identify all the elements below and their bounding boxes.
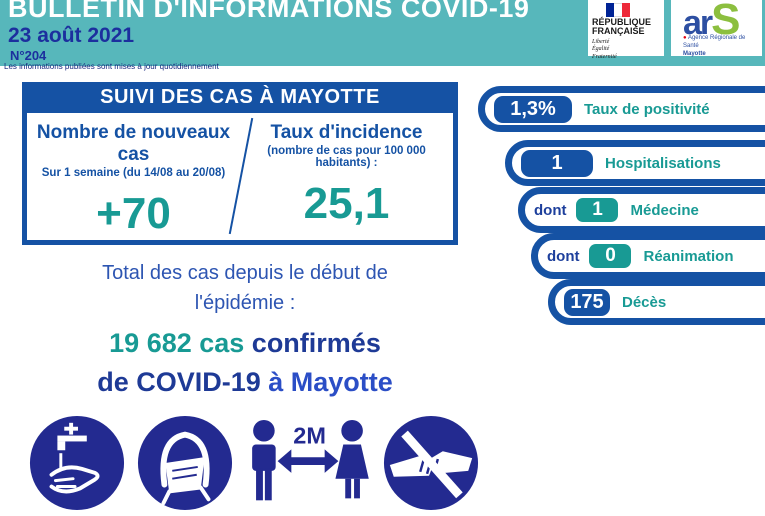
page-title: BULLETIN D'INFORMATIONS COVID-19 <box>8 0 530 23</box>
republique-line1: RÉPUBLIQUE <box>592 17 652 27</box>
bulletin-issue-number: N°204 <box>10 48 47 63</box>
republique-francaise-logo: RÉPUBLIQUE FRANÇAISE Liberté Égalité Fra… <box>588 0 664 60</box>
motto-fraternite: Fraternité <box>592 53 617 60</box>
total-cases-confirmed: confirmés <box>244 328 381 358</box>
reanimation-value: 0 <box>589 244 632 268</box>
medecine-value: 1 <box>576 198 619 222</box>
incidence-value: 25,1 <box>303 179 390 228</box>
prevention-icons-row: 2M <box>28 414 480 516</box>
new-cases-value: +70 <box>96 189 171 238</box>
ars-dot-icon: ● <box>683 35 687 42</box>
total-intro-text: Total des cas depuis le début de l'épidé… <box>30 258 460 318</box>
physical-distance-icon: 2M <box>252 419 369 501</box>
republique-motto: Liberté Égalité Fraternité <box>592 39 660 62</box>
ars-logo: arS ● Agence Régionale de Santé Mayotte <box>671 0 762 57</box>
positivity-value: 1,3% <box>494 95 572 123</box>
ars-region-name: Mayotte <box>683 50 706 57</box>
bulletin-date: 23 août 2021 <box>8 24 135 47</box>
stat-pill-positivity: 1,3% Taux de positivité <box>478 86 765 132</box>
card-title: SUIVI DES CAS À MAYOTTE <box>22 82 458 113</box>
incidence-column: Taux d'incidence (nombre de cas pour 100… <box>240 113 453 240</box>
total-cases-block: Total des cas depuis le début de l'épidé… <box>30 258 460 402</box>
new-cases-period: Sur 1 semaine (du 14/08 au 20/08) <box>41 167 226 179</box>
motto-liberte: Liberté <box>592 38 610 45</box>
ars-letter-s: S <box>711 0 741 44</box>
positivity-label: Taux de positivité <box>584 100 710 118</box>
medecine-label: Médecine <box>630 201 699 219</box>
incidence-label: Taux d'incidence <box>270 122 423 143</box>
hospitalisations-label: Hospitalisations <box>605 154 721 172</box>
reanimation-prefix: dont <box>547 247 580 265</box>
update-note: Les informations publiées sont mises à j… <box>4 62 219 71</box>
total-intro-line1: Total des cas depuis le début de <box>102 262 388 284</box>
no-handshake-icon <box>383 415 479 511</box>
ars-wordmark: arS <box>683 0 758 42</box>
ars-agency-text: Agence Régionale de Santé <box>683 35 746 49</box>
stat-pill-hospitalisations: 1 Hospitalisations <box>505 140 765 186</box>
wash-hands-icon <box>29 415 125 511</box>
total-cases-line1: 19 682 cas confirmés <box>30 324 460 363</box>
total-mayotte-text: à Mayotte <box>260 367 393 398</box>
republique-logo-text: RÉPUBLIQUE FRANÇAISE <box>592 17 660 37</box>
total-covid-text: de COVID-19 <box>97 367 261 398</box>
distance-2m-label: 2M <box>293 422 326 448</box>
hospitalisations-value: 1 <box>521 149 593 177</box>
incidence-definition: (nombre de cas pour 100 000 habitants) : <box>267 145 426 169</box>
motto-egalite: Égalité <box>592 46 610 53</box>
new-cases-label: Nombre de nouveaux cas <box>36 122 231 165</box>
republique-line2: FRANÇAISE <box>592 26 645 37</box>
cases-summary-card: SUIVI DES CAS À MAYOTTE Nombre de nouvea… <box>22 82 458 245</box>
total-intro-line2: l'épidémie : <box>194 292 296 314</box>
header-band: BULLETIN D'INFORMATIONS COVID-19 23 août… <box>0 0 765 71</box>
total-cases-count: 19 682 cas <box>109 328 245 358</box>
stat-pill-deces: 175 Décès <box>548 279 765 325</box>
deces-label: Décès <box>622 293 667 311</box>
face-mask-icon <box>137 415 233 511</box>
deces-value: 175 <box>564 288 610 316</box>
reanimation-label: Réanimation <box>643 247 734 265</box>
medecine-prefix: dont <box>534 201 567 219</box>
ars-agency-name: ● Agence Régionale de Santé <box>683 35 758 51</box>
card-body: Nombre de nouveaux cas Sur 1 semaine (du… <box>22 113 458 245</box>
french-flag-icon <box>606 3 630 17</box>
stat-pill-reanimation: dont 0 Réanimation <box>531 233 765 279</box>
total-cases-line2: de COVID-19 à Mayotte <box>30 363 460 402</box>
stat-pill-medecine: dont 1 Médecine <box>518 187 765 233</box>
new-cases-column: Nombre de nouveaux cas Sur 1 semaine (du… <box>27 113 240 240</box>
ars-letters-ar: ar <box>683 4 713 42</box>
total-cases-headline: 19 682 cas confirmés de COVID-19 à Mayot… <box>30 324 460 402</box>
